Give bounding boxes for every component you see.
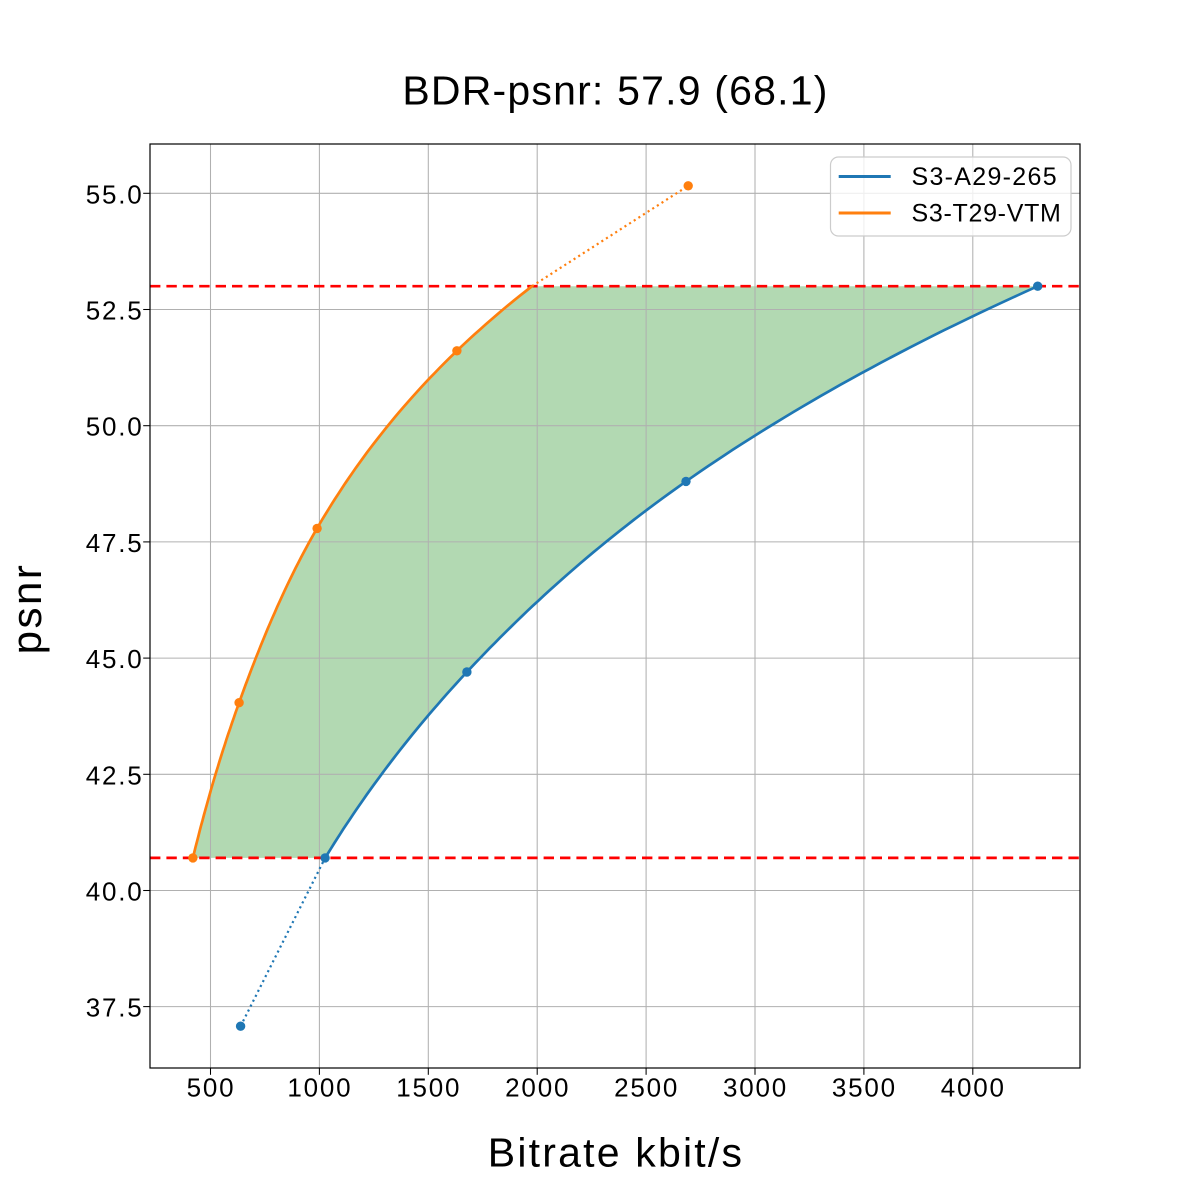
svg-text:2000: 2000 <box>505 1073 570 1103</box>
svg-text:42.5: 42.5 <box>86 760 144 790</box>
svg-text:37.5: 37.5 <box>86 993 144 1023</box>
svg-text:1500: 1500 <box>396 1073 461 1103</box>
svg-text:2500: 2500 <box>614 1073 679 1103</box>
svg-text:BDR-psnr: 57.9 (68.1): BDR-psnr: 57.9 (68.1) <box>402 68 828 114</box>
svg-text:S3-T29-VTM: S3-T29-VTM <box>912 199 1062 227</box>
svg-text:500: 500 <box>187 1073 236 1103</box>
svg-text:3500: 3500 <box>832 1073 897 1103</box>
svg-text:4000: 4000 <box>941 1073 1006 1103</box>
svg-text:47.5: 47.5 <box>86 528 144 558</box>
svg-text:50.0: 50.0 <box>86 412 144 442</box>
svg-text:3000: 3000 <box>723 1073 788 1103</box>
svg-text:Bitrate kbit/s: Bitrate kbit/s <box>488 1130 744 1176</box>
svg-text:S3-A29-265: S3-A29-265 <box>912 163 1058 191</box>
svg-text:55.0: 55.0 <box>86 179 144 209</box>
svg-text:psnr: psnr <box>3 563 50 655</box>
svg-text:45.0: 45.0 <box>86 644 144 674</box>
svg-text:40.0: 40.0 <box>86 877 144 907</box>
svg-text:52.5: 52.5 <box>86 296 144 326</box>
svg-text:1000: 1000 <box>287 1073 352 1103</box>
